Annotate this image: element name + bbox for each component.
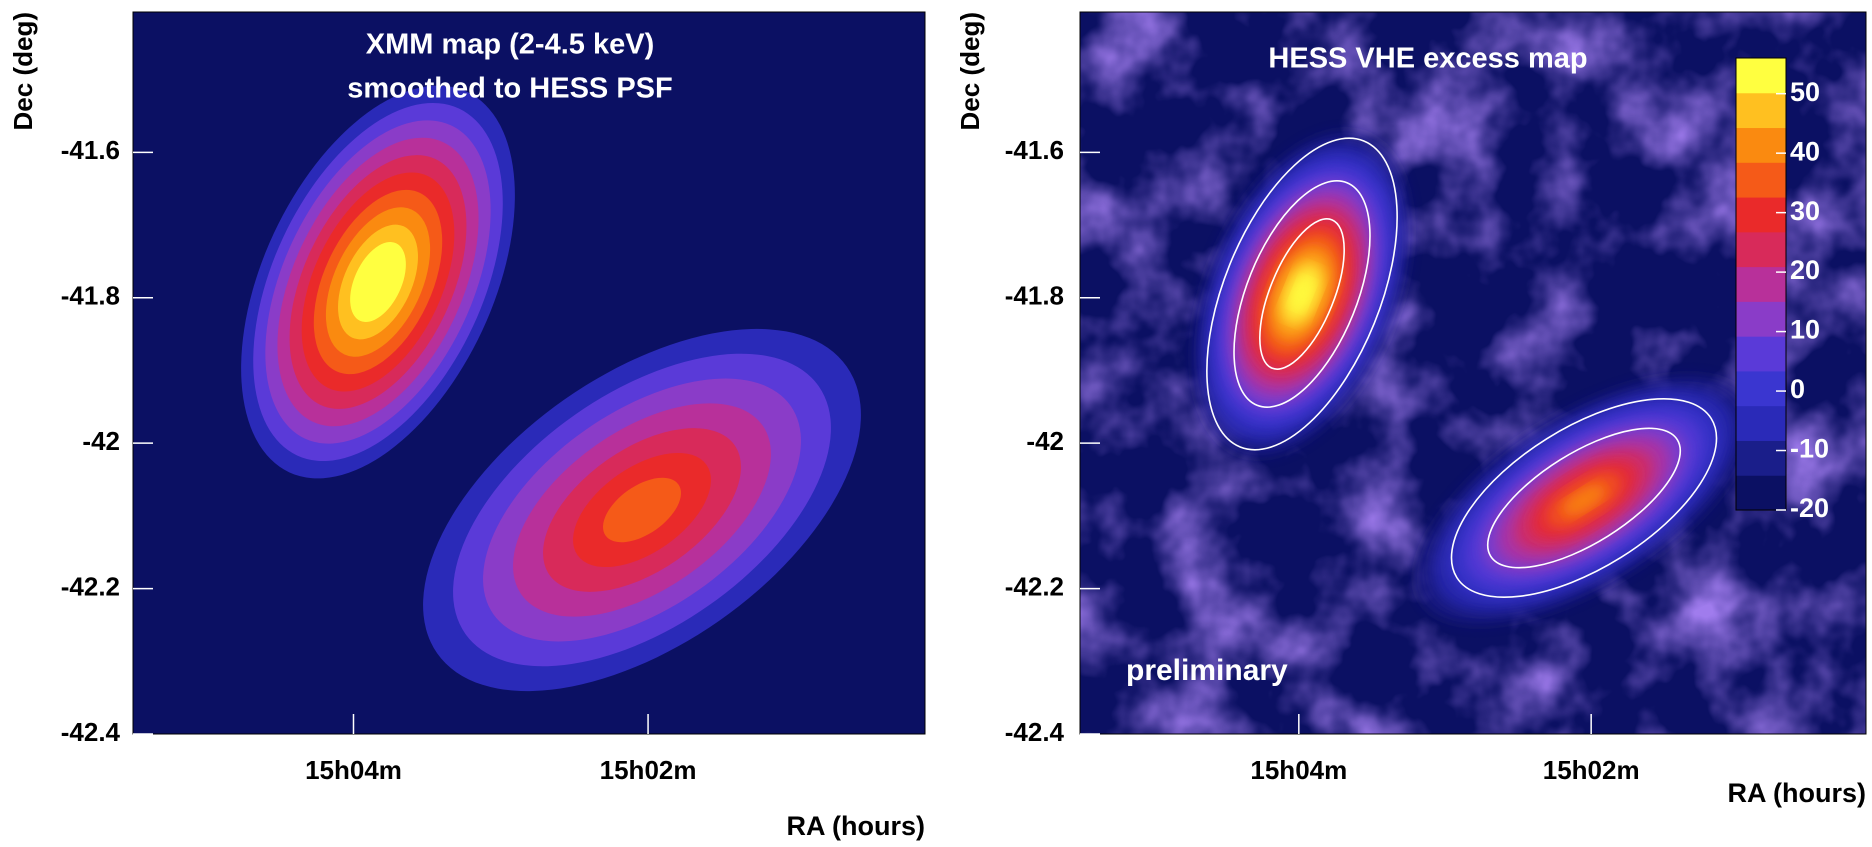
x-tick-label: 15h04m bbox=[305, 755, 402, 785]
colorbar-tick-label: 20 bbox=[1790, 255, 1820, 285]
colorbar-segment bbox=[1736, 336, 1786, 371]
chart-title: HESS VHE excess map bbox=[1268, 43, 1587, 75]
y-tick-label: -42.2 bbox=[61, 571, 120, 601]
x-tick-label: 15h04m bbox=[1250, 755, 1347, 785]
colorbar-segment bbox=[1736, 162, 1786, 197]
colorbar-tick-label: 40 bbox=[1790, 136, 1820, 166]
colorbar-tick-label: -20 bbox=[1790, 493, 1829, 523]
y-axis-label: Dec (deg) bbox=[955, 12, 985, 130]
colorbar-segment bbox=[1736, 58, 1786, 93]
colorbar-segment bbox=[1736, 475, 1786, 510]
colorbar-tick-label: 0 bbox=[1790, 374, 1805, 404]
y-tick-label: -41.8 bbox=[61, 281, 120, 311]
annotation: preliminary bbox=[1126, 654, 1288, 687]
x-tick-label: 15h02m bbox=[600, 755, 697, 785]
colorbar-segment bbox=[1736, 93, 1786, 128]
y-tick-label: -42.2 bbox=[1005, 571, 1064, 601]
chart-title: XMM map (2-4.5 keV) bbox=[366, 29, 654, 61]
x-axis-label: RA (hours) bbox=[1728, 778, 1866, 808]
heatmap bbox=[133, 12, 925, 764]
y-tick-label: -41.8 bbox=[1005, 281, 1064, 311]
colorbar-segment bbox=[1736, 371, 1786, 406]
y-axis-label: Dec (deg) bbox=[8, 12, 38, 130]
colorbar-tick-label: -10 bbox=[1790, 434, 1829, 464]
y-tick-label: -42 bbox=[1026, 426, 1064, 456]
figure: -41.6 -41.8 -42 -42.2 -42.4 15h04m 15h02m Dec (… bbox=[0, 0, 1872, 842]
chart-subtitle: smoothed to HESS PSF bbox=[347, 73, 672, 105]
colorbar-segment bbox=[1736, 128, 1786, 163]
y-tick-label: -42.4 bbox=[1005, 717, 1065, 747]
colorbar-segment bbox=[1736, 197, 1786, 232]
colorbar-segment bbox=[1736, 406, 1786, 441]
y-tick-label: -41.6 bbox=[1005, 135, 1064, 165]
colorbar-tick-label: 10 bbox=[1790, 315, 1820, 345]
y-tick-label: -42.4 bbox=[61, 717, 121, 747]
colorbar-tick-label: 30 bbox=[1790, 196, 1820, 226]
x-tick-label: 15h02m bbox=[1543, 755, 1640, 785]
y-tick-label: -42 bbox=[82, 426, 120, 456]
colorbar-tick-label: 50 bbox=[1790, 77, 1820, 107]
colorbar-segment bbox=[1736, 440, 1786, 475]
x-axis-label: RA (hours) bbox=[787, 811, 925, 841]
y-tick-label: -41.6 bbox=[61, 135, 120, 165]
colorbar-segment bbox=[1736, 232, 1786, 267]
